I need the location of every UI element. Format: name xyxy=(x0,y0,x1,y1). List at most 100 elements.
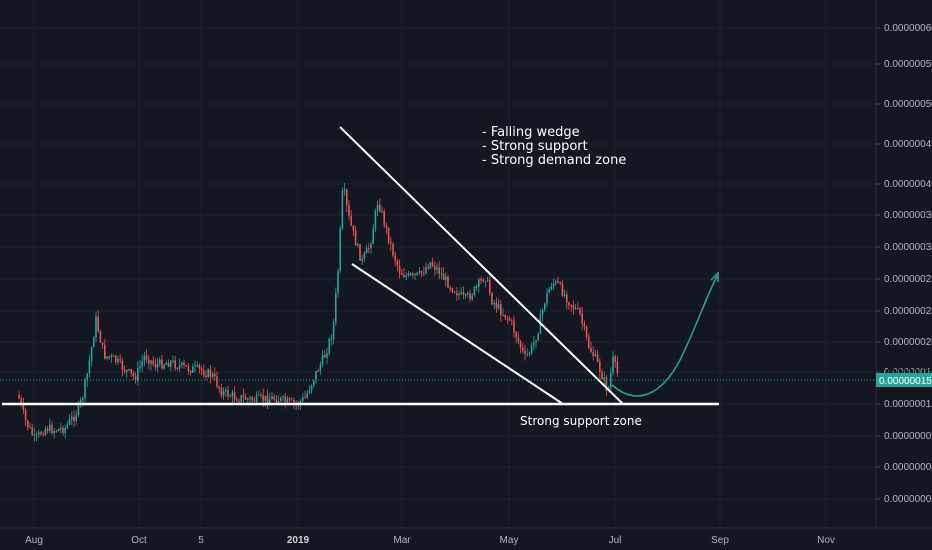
candle-body xyxy=(368,248,370,250)
candle-body xyxy=(181,362,183,366)
candle-body xyxy=(302,397,304,401)
candle-body xyxy=(513,320,515,333)
candle-body xyxy=(526,353,528,355)
candle-body xyxy=(262,395,264,401)
candle-body xyxy=(471,295,473,300)
time-axis[interactable]: Aug Oct 5 2019 Mar May Jul Sep Nov xyxy=(25,535,835,546)
candle-body xyxy=(423,273,425,275)
candle-body xyxy=(200,368,203,371)
candle-body xyxy=(350,215,352,226)
candle-body xyxy=(548,289,550,293)
candle-body xyxy=(469,293,471,300)
candle-body xyxy=(365,248,368,254)
candle-body xyxy=(176,368,179,370)
candle-body xyxy=(467,293,469,295)
candle-body xyxy=(27,420,29,428)
candle-body xyxy=(90,347,93,361)
candle-body xyxy=(359,243,361,261)
candle-body xyxy=(242,395,245,397)
candle-body xyxy=(110,355,113,358)
candle-body xyxy=(462,292,465,295)
candle-body xyxy=(313,380,315,386)
candle-body xyxy=(189,370,192,373)
candle-body xyxy=(372,228,374,244)
candle-body xyxy=(304,397,306,399)
candle-body xyxy=(40,432,42,435)
candle-body xyxy=(590,348,592,353)
price-tick-label: 0.00000032 xyxy=(884,242,932,253)
candle-body xyxy=(515,332,517,338)
candle-body xyxy=(112,355,115,357)
candle-body xyxy=(335,293,337,322)
candle-body xyxy=(46,428,49,432)
candle-body xyxy=(134,376,137,381)
candle-body xyxy=(209,369,212,377)
candle-body xyxy=(497,304,500,309)
candle-body xyxy=(337,270,339,294)
note-strong-demand: - Strong demand zone xyxy=(482,153,626,168)
candle-body xyxy=(123,369,126,372)
candle-body xyxy=(236,399,238,401)
candle-body xyxy=(601,372,603,380)
candle-body xyxy=(42,434,44,436)
candle-body xyxy=(563,294,566,296)
candle-body xyxy=(451,288,454,292)
candle-body xyxy=(339,228,341,271)
candle-body xyxy=(75,414,77,421)
candle-body xyxy=(258,394,260,396)
candle-body xyxy=(194,365,196,367)
candle-body xyxy=(489,279,491,293)
candle-body xyxy=(387,227,390,243)
candle-body xyxy=(418,271,421,273)
candle-body xyxy=(240,395,242,402)
candle-body xyxy=(284,396,286,402)
candle-body xyxy=(561,283,564,296)
candle-body xyxy=(255,394,258,402)
candle-body xyxy=(343,189,346,192)
candle-body xyxy=(610,373,612,388)
price-tick-label: 0.00000060 xyxy=(884,23,932,34)
candle-body xyxy=(31,427,33,436)
candle-body xyxy=(128,369,130,371)
candle-body xyxy=(220,388,223,396)
candle-body xyxy=(445,276,447,281)
candle-body xyxy=(139,366,141,368)
candle-body xyxy=(579,308,581,314)
price-tick-label: 0.00000036 xyxy=(884,210,932,221)
candle-body xyxy=(599,361,601,373)
candle-body xyxy=(588,337,590,349)
candle-body xyxy=(390,242,392,244)
candle-body xyxy=(436,267,438,270)
candle-body xyxy=(73,416,75,421)
candle-body xyxy=(38,432,40,435)
candle-body xyxy=(183,362,185,366)
candle-body xyxy=(431,262,434,266)
candle-body xyxy=(238,400,240,402)
candle-body xyxy=(392,243,394,256)
candle-body xyxy=(544,303,546,310)
candle-body xyxy=(198,364,201,369)
candle-body xyxy=(150,360,152,364)
candle-body xyxy=(273,396,275,400)
candle-body xyxy=(247,398,249,400)
candle-body xyxy=(132,373,135,377)
candle-body xyxy=(363,253,366,259)
candle-body xyxy=(612,356,614,374)
candle-body xyxy=(319,364,322,371)
candle-body xyxy=(29,427,31,429)
candle-body xyxy=(409,273,412,276)
candle-body xyxy=(214,373,216,377)
candle-body xyxy=(211,373,214,377)
price-axis[interactable]: 0.00000060 0.00000055 0.00000050 0.00000045… xyxy=(876,23,932,505)
candle-body xyxy=(517,337,520,342)
candle-body xyxy=(376,204,379,211)
candle-body xyxy=(449,287,451,289)
candle-body xyxy=(453,291,456,293)
candle-body xyxy=(552,283,555,287)
candle-body xyxy=(172,360,174,362)
candle-body xyxy=(207,369,209,377)
candle-body xyxy=(218,386,220,389)
candle-body xyxy=(328,339,330,354)
